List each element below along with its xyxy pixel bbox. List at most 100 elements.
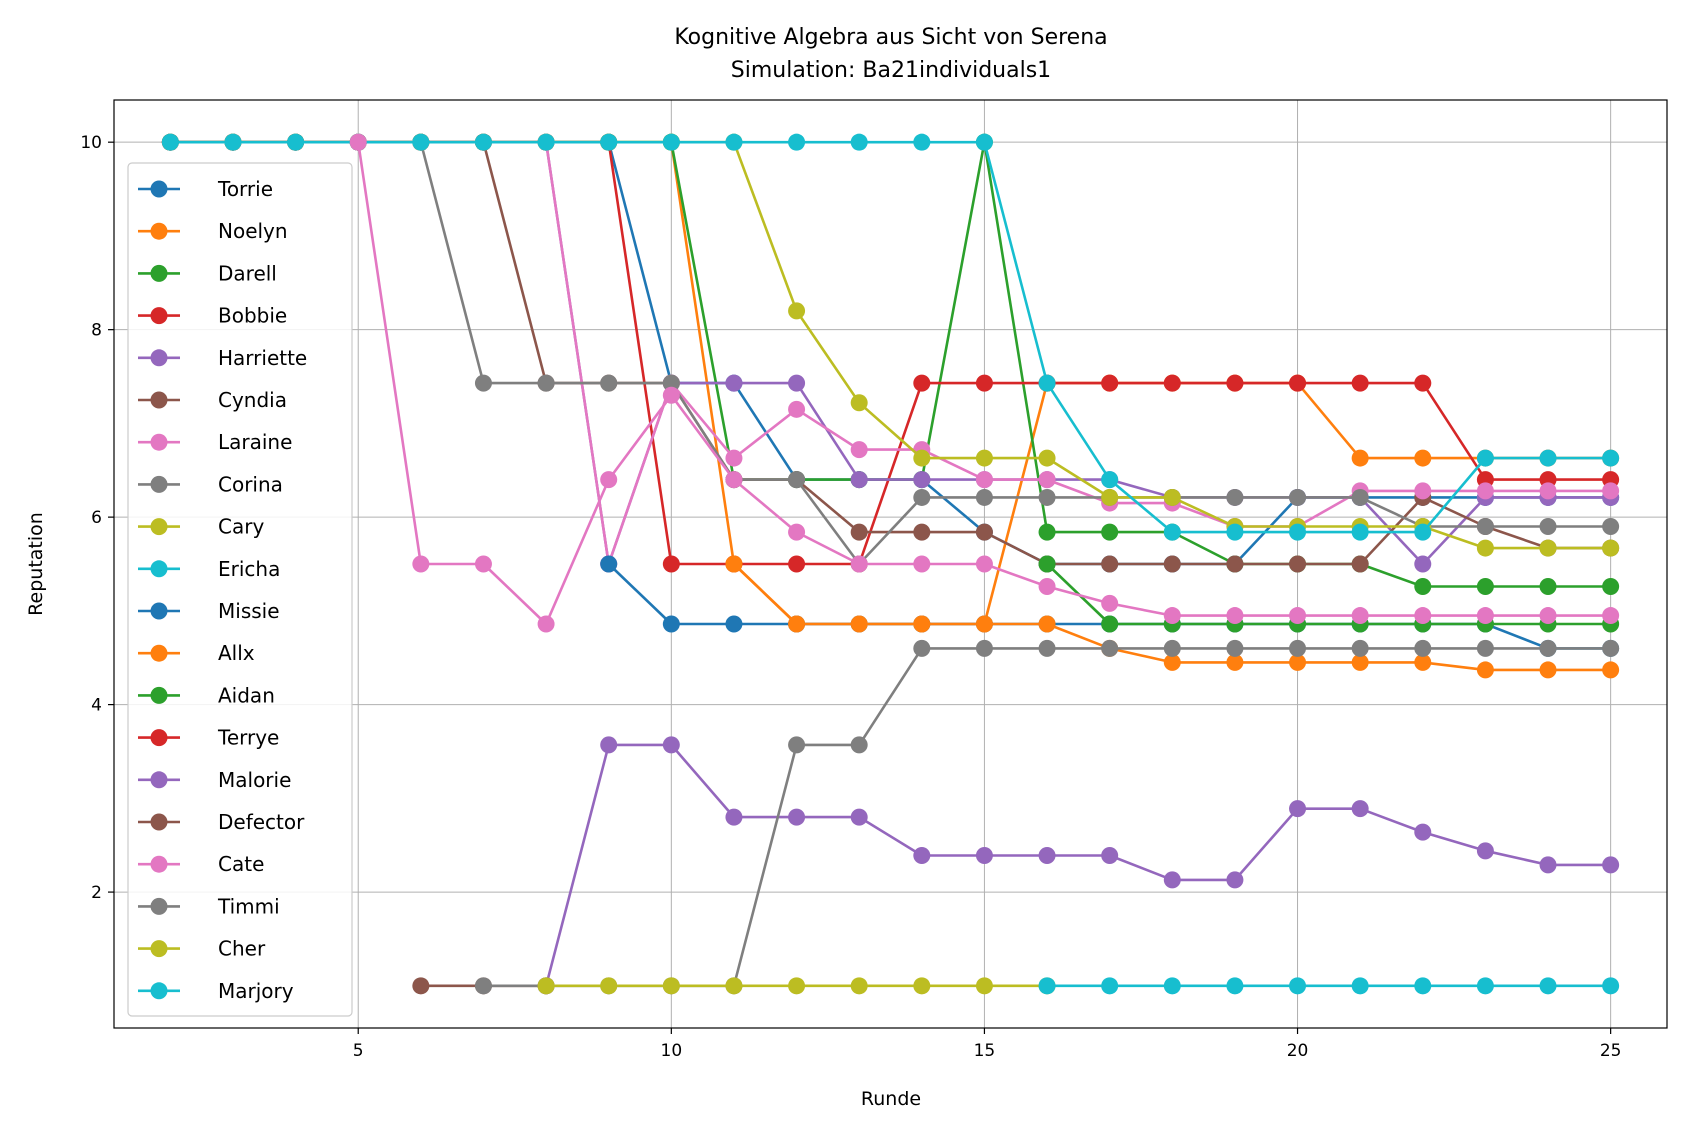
data-point	[1289, 488, 1307, 506]
data-point	[788, 555, 806, 573]
data-point	[1163, 555, 1181, 573]
data-point	[788, 977, 806, 995]
data-point	[975, 847, 993, 865]
data-point	[474, 977, 492, 995]
legend-item: Harriette	[138, 346, 307, 370]
data-point	[1163, 871, 1181, 889]
data-point	[725, 555, 743, 573]
data-point	[975, 977, 993, 995]
data-point	[850, 441, 868, 459]
data-point	[1414, 374, 1432, 392]
series-line	[1046, 563, 1611, 626]
data-point	[1101, 523, 1119, 541]
data-point	[1602, 449, 1620, 467]
data-point	[474, 133, 492, 151]
data-point	[913, 615, 931, 633]
data-point	[850, 808, 868, 826]
data-point	[913, 555, 931, 573]
legend-marker	[150, 180, 168, 198]
legend-item: Timmi	[138, 894, 280, 918]
legend-item: Bobbie	[138, 304, 287, 328]
data-point	[1038, 847, 1056, 865]
data-point	[1101, 977, 1119, 995]
series-line	[544, 743, 1611, 987]
y-tick-label: 4	[91, 696, 102, 716]
data-point	[662, 977, 680, 995]
data-point	[1602, 977, 1620, 995]
data-point	[1414, 482, 1432, 500]
data-point	[1602, 518, 1620, 536]
legend-item: Allx	[138, 641, 255, 665]
data-point	[1101, 488, 1119, 506]
x-tick-label: 15	[974, 1041, 996, 1061]
data-point	[1101, 594, 1119, 612]
legend-label: Bobbie	[218, 304, 287, 328]
legend-marker	[150, 602, 168, 620]
legend-label: Missie	[218, 599, 280, 623]
data-point	[1539, 661, 1557, 679]
y-tick-label: 8	[91, 321, 102, 341]
data-point	[1476, 842, 1494, 860]
legend-label: Cyndia	[218, 388, 287, 412]
legend-label: Aidan	[218, 683, 275, 707]
data-point	[1414, 449, 1432, 467]
data-point	[1038, 449, 1056, 467]
legend-label: Cher	[218, 937, 266, 961]
data-point	[1289, 523, 1307, 541]
plot-frame	[113, 99, 1668, 1029]
data-point	[1476, 577, 1494, 595]
data-point	[1289, 639, 1307, 657]
legend-marker	[150, 771, 168, 789]
series-lines	[161, 133, 1620, 995]
data-point	[788, 302, 806, 320]
y-tick-label: 6	[91, 508, 102, 528]
data-point	[1038, 488, 1056, 506]
data-point	[662, 133, 680, 151]
data-point	[600, 736, 618, 754]
data-point	[662, 555, 680, 573]
data-point	[850, 555, 868, 573]
data-point	[600, 977, 618, 995]
legend-label: Defector	[218, 810, 305, 834]
data-point	[1351, 977, 1369, 995]
data-point	[725, 449, 743, 467]
data-point	[1038, 577, 1056, 595]
legend-label: Ericha	[218, 557, 280, 581]
legend-label: Terrye	[217, 726, 279, 750]
data-point	[1414, 607, 1432, 625]
data-point	[975, 615, 993, 633]
data-point	[788, 374, 806, 392]
legend-marker	[150, 475, 168, 493]
legend-label: Torrie	[217, 177, 273, 201]
legend-item: Cyndia	[138, 388, 287, 412]
data-point	[1289, 607, 1307, 625]
data-point	[1163, 639, 1181, 657]
legend-item: Ericha	[138, 557, 280, 581]
series-allx	[725, 555, 1620, 679]
data-point	[1226, 871, 1244, 889]
legend-marker	[150, 982, 168, 1000]
data-point	[1226, 639, 1244, 657]
data-point	[349, 133, 367, 151]
legend-item: Terrye	[138, 726, 279, 750]
data-point	[537, 133, 555, 151]
data-point	[1351, 639, 1369, 657]
data-point	[412, 977, 430, 995]
legend-item: Cate	[138, 852, 264, 876]
legend: Torrie Noelyn Darell Bobbie Harriette Cyndia L…	[127, 162, 353, 1017]
legend-item: Cary	[138, 515, 264, 539]
data-point	[662, 615, 680, 633]
data-point	[1289, 374, 1307, 392]
data-point	[1414, 823, 1432, 841]
legend-marker	[150, 391, 168, 409]
data-point	[788, 471, 806, 489]
data-point	[975, 449, 993, 467]
data-point	[913, 449, 931, 467]
data-point	[600, 133, 618, 151]
data-point	[1289, 653, 1307, 671]
data-point	[1226, 488, 1244, 506]
data-point	[1539, 856, 1557, 874]
data-point	[788, 615, 806, 633]
legend-marker	[150, 433, 168, 451]
data-point	[412, 555, 430, 573]
